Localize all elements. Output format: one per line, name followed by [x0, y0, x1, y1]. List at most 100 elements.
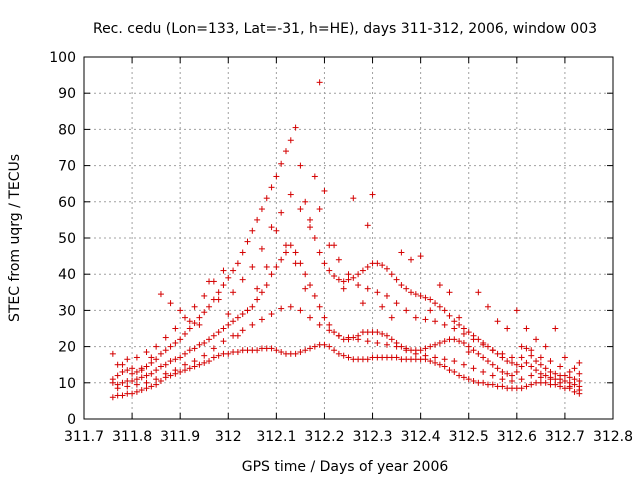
data-point [576, 387, 583, 394]
data-point [292, 249, 299, 256]
data-point [326, 321, 333, 328]
data-point [489, 372, 496, 379]
data-point [230, 267, 237, 274]
data-point [513, 307, 520, 314]
data-point [234, 260, 241, 267]
data-point [225, 311, 232, 318]
data-point [436, 282, 443, 289]
data-point [186, 347, 193, 354]
data-point [470, 336, 477, 343]
data-point [282, 148, 289, 155]
data-point [321, 260, 328, 267]
data-point [181, 314, 188, 321]
data-point [129, 370, 136, 377]
y-tick-label: 40 [58, 267, 76, 283]
data-point [206, 303, 213, 310]
data-point [321, 341, 328, 348]
data-point [518, 363, 525, 370]
data-point [297, 206, 304, 213]
data-point [181, 367, 188, 374]
data-point [220, 325, 227, 332]
data-point [119, 368, 126, 375]
data-point [383, 292, 390, 299]
data-point [258, 245, 265, 252]
data-point [215, 289, 222, 296]
data-point [460, 325, 467, 332]
data-point [393, 276, 400, 283]
data-point [345, 276, 352, 283]
data-point [364, 338, 371, 345]
data-point [143, 372, 150, 379]
data-point [557, 379, 564, 386]
data-point [153, 381, 160, 388]
y-tick-label: 0 [67, 412, 76, 428]
data-point [302, 285, 309, 292]
data-point [307, 224, 314, 231]
data-point [465, 343, 472, 350]
data-point [345, 271, 352, 278]
data-point [542, 365, 549, 372]
data-point [388, 314, 395, 321]
data-point [355, 282, 362, 289]
data-point [282, 249, 289, 256]
data-point [138, 374, 145, 381]
data-point [533, 336, 540, 343]
data-point [210, 332, 217, 339]
data-point [326, 327, 333, 334]
y-tick-label: 70 [58, 159, 76, 175]
data-point [451, 336, 458, 343]
data-point [129, 365, 136, 372]
x-axis-tick-labels: 311.7 311.8 311.9 312 312.1 312.2 312.3 312.4 31… [64, 429, 633, 445]
data-point [408, 289, 415, 296]
data-points [109, 79, 583, 401]
data-point [321, 187, 328, 194]
x-tick-label: 312.4 [401, 429, 441, 445]
data-point [566, 374, 573, 381]
data-point [499, 383, 506, 390]
x-tick-label: 312.5 [449, 429, 489, 445]
data-point [316, 303, 323, 310]
data-point [215, 329, 222, 336]
data-point [484, 343, 491, 350]
data-point [133, 388, 140, 395]
data-point [239, 327, 246, 334]
data-point [273, 347, 280, 354]
data-point [388, 271, 395, 278]
data-point [393, 300, 400, 307]
data-point [480, 341, 487, 348]
data-point [215, 352, 222, 359]
data-point [148, 359, 155, 366]
data-point [268, 311, 275, 318]
data-point [225, 350, 232, 357]
data-point [509, 354, 516, 361]
data-point [547, 358, 554, 365]
x-axis-title: GPS time / Days of year 2006 [242, 459, 449, 475]
data-point [326, 267, 333, 274]
data-point [157, 377, 164, 384]
data-point [119, 361, 126, 368]
data-point [278, 305, 285, 312]
data-point [239, 276, 246, 283]
data-point [162, 361, 169, 368]
data-point [398, 249, 405, 256]
data-point [302, 347, 309, 354]
data-point [133, 381, 140, 388]
data-point [374, 329, 381, 336]
data-point [427, 358, 434, 365]
data-point [509, 359, 516, 366]
data-point [335, 256, 342, 263]
data-point [249, 321, 256, 328]
data-point [331, 329, 338, 336]
data-point [201, 309, 208, 316]
data-point [369, 191, 376, 198]
data-point [451, 325, 458, 332]
data-point [340, 278, 347, 285]
data-point [552, 325, 559, 332]
x-tick-label: 312 [215, 429, 242, 445]
data-point [124, 383, 131, 390]
data-point [268, 224, 275, 231]
data-point [504, 370, 511, 377]
data-point [432, 300, 439, 307]
data-point [364, 285, 371, 292]
data-point [273, 173, 280, 180]
